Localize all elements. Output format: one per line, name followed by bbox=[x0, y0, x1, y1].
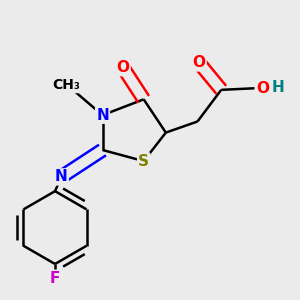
Text: O: O bbox=[193, 56, 206, 70]
Text: F: F bbox=[50, 271, 60, 286]
Text: O: O bbox=[256, 81, 269, 96]
Text: N: N bbox=[55, 169, 68, 184]
Text: O: O bbox=[117, 60, 130, 75]
Text: N: N bbox=[96, 108, 109, 123]
Text: H: H bbox=[272, 80, 285, 95]
Text: CH₃: CH₃ bbox=[52, 78, 80, 92]
Text: S: S bbox=[138, 154, 149, 169]
